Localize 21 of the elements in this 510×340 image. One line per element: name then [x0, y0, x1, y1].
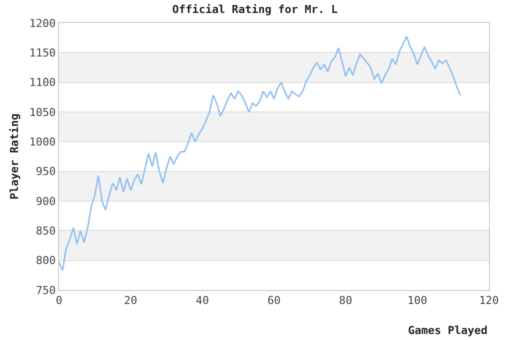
y-axis-title: Player Rating — [8, 113, 21, 200]
x-tick-label: 120 — [479, 294, 499, 308]
y-tick-label: 1200 — [29, 16, 56, 30]
x-axis-title: Games Played — [408, 324, 488, 337]
y-tick-label: 900 — [36, 194, 56, 208]
x-tick-label: 80 — [339, 294, 352, 308]
y-tick-label: 850 — [36, 224, 56, 238]
y-tick-label: 1050 — [29, 106, 56, 119]
y-tick-label: 1000 — [29, 136, 56, 149]
x-tick-label: 40 — [196, 294, 209, 308]
y-tick-label: 750 — [36, 284, 56, 297]
y-tick-label: 1100 — [29, 76, 56, 90]
x-tick-label: 0 — [56, 294, 62, 308]
y-tick-label: 950 — [36, 165, 56, 178]
x-tick-label: 60 — [267, 294, 281, 308]
y-tick-label: 1150 — [29, 46, 56, 60]
y-tick-label: 800 — [36, 254, 56, 268]
chart-title: Official Rating for Mr. L — [172, 2, 338, 16]
x-tick-label: 20 — [124, 294, 138, 308]
x-tick-label: 100 — [407, 294, 428, 308]
line-series — [59, 36, 462, 272]
